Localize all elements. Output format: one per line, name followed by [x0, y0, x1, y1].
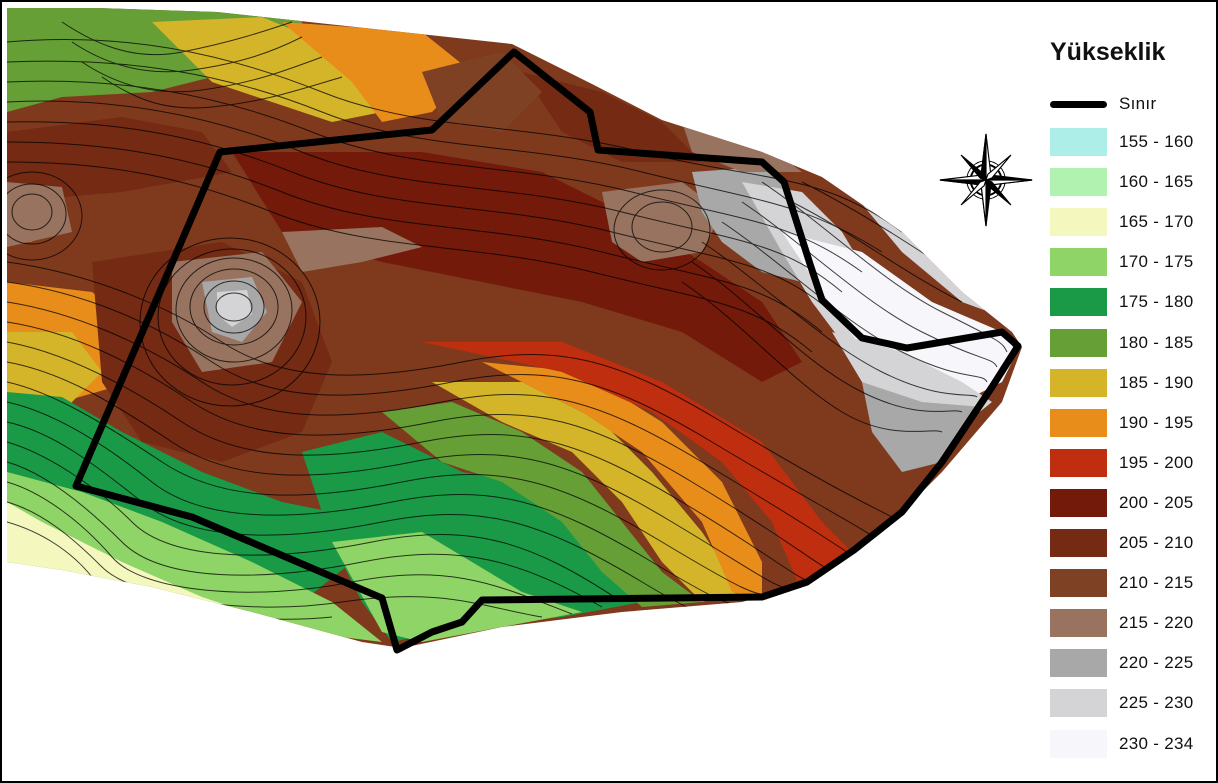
- legend-class-entry: 200 - 205: [1050, 487, 1194, 519]
- legend-class-label: 205 - 210: [1119, 533, 1194, 552]
- legend-swatch: [1050, 368, 1107, 397]
- legend-swatch: [1050, 729, 1107, 758]
- legend-boundary-label: Sınır: [1119, 94, 1157, 113]
- legend-boundary-entry: Sınır: [1050, 88, 1156, 120]
- legend-class-label: 175 - 180: [1119, 292, 1194, 312]
- legend-class-label: 190 - 195: [1119, 412, 1194, 432]
- legend-class-label: 185 - 190: [1119, 372, 1194, 392]
- legend-class-entry: 215 - 220: [1050, 607, 1194, 639]
- legend-class-entry: 170 - 175: [1050, 246, 1194, 278]
- legend-class-entry: 225 - 230: [1050, 687, 1194, 719]
- legend-class-label: 200 - 205: [1119, 492, 1194, 512]
- legend-class-label: 155 - 160: [1119, 132, 1194, 151]
- legend-class-label: 170 - 175: [1119, 252, 1194, 272]
- legend-class-entry: 175 - 180: [1050, 286, 1194, 318]
- legend-swatch: [1050, 529, 1107, 557]
- legend-class-entry: 155 - 160: [1050, 126, 1194, 158]
- legend-swatch: [1050, 168, 1107, 197]
- legend-class-label: 180 - 185: [1119, 332, 1194, 352]
- legend-swatch: [1050, 649, 1107, 678]
- legend-swatch: [1050, 248, 1107, 277]
- legend-swatch: [1050, 609, 1107, 638]
- legend-class-entry: 205 - 210: [1050, 527, 1194, 559]
- legend-swatch: [1050, 689, 1107, 718]
- legend-swatch: [1050, 488, 1107, 517]
- legend-class-entry: 230 - 234: [1050, 728, 1194, 760]
- legend-class-entry: 180 - 185: [1050, 327, 1194, 359]
- legend-class-entry: 195 - 200: [1050, 447, 1194, 479]
- legend-class-entry: 210 - 215: [1050, 567, 1194, 599]
- legend-class-label: 195 - 200: [1119, 452, 1194, 472]
- legend-class-label: 165 - 170: [1119, 212, 1194, 232]
- study-area-boundary: [72, 48, 1022, 654]
- legend-swatch: [1050, 328, 1107, 357]
- compass-rose-icon: [939, 133, 1033, 227]
- legend-class-label: 230 - 234: [1119, 733, 1194, 753]
- legend-class-label: 160 - 165: [1119, 172, 1194, 192]
- legend-class-entry: 160 - 165: [1050, 166, 1194, 198]
- legend-class-entry: 220 - 225: [1050, 647, 1194, 679]
- contour-lines: [7, 21, 1008, 620]
- legend-class-label: 225 - 230: [1119, 693, 1194, 713]
- legend-class-label: 215 - 220: [1119, 613, 1194, 633]
- legend-class-label: 210 - 215: [1119, 573, 1194, 593]
- legend-swatch: [1050, 288, 1107, 317]
- elevation-legend: Yükseklik Sınır 155 - 160 160 - 165 165 - …: [1042, 32, 1214, 758]
- legend-swatch: [1050, 408, 1107, 437]
- legend-class-entry: 190 - 195: [1050, 407, 1194, 439]
- legend-title: Yükseklik: [1050, 38, 1166, 66]
- legend-class-label: 220 - 225: [1119, 653, 1194, 673]
- legend-swatch: [1050, 569, 1107, 598]
- legend-class-entry: 185 - 190: [1050, 367, 1194, 399]
- legend-swatch: [1050, 128, 1107, 156]
- legend-swatch: [1050, 208, 1107, 237]
- boundary-line-symbol: [1050, 99, 1107, 109]
- legend-class-entry: 165 - 170: [1050, 206, 1194, 238]
- legend-swatch: [1050, 448, 1107, 477]
